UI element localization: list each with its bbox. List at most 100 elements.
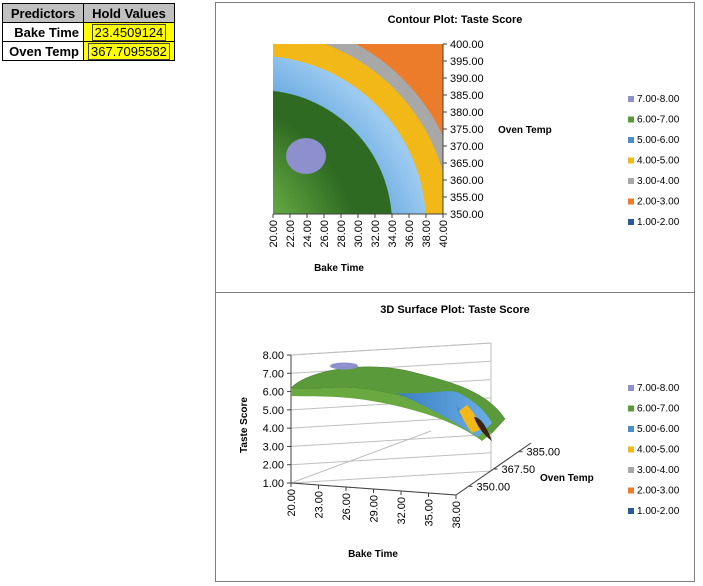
legend-entry-label: 7.00-8.00 xyxy=(637,383,680,394)
bake-time-hold-value[interactable]: 23.4509124 xyxy=(83,22,175,42)
surface-z-tick-label: 2.00 xyxy=(263,460,284,472)
bake-time-label: Bake Time xyxy=(2,22,84,42)
legend-swatch xyxy=(628,198,634,205)
surface-z-tick-label: 4.00 xyxy=(263,423,284,435)
surface-region-7-8 xyxy=(330,362,358,370)
legend-swatch xyxy=(628,508,634,514)
surface-x-axis-title: Bake Time xyxy=(348,549,398,560)
contour-y-tick-label: 380.00 xyxy=(450,107,484,119)
legend-swatch xyxy=(628,446,634,453)
hold-values-header: Hold Values xyxy=(83,3,175,23)
contour-x-tick-label: 40.00 xyxy=(438,220,450,248)
oven-temp-hold-value-text: 367.7095582 xyxy=(88,42,170,60)
contour-x-axis-title: Bake Time xyxy=(314,263,364,274)
legend-entry-label: 3.00-4.00 xyxy=(637,176,680,187)
legend-swatch xyxy=(628,157,634,164)
legend-entry-label: 2.00-3.00 xyxy=(637,197,680,208)
surface-z-tick-label: 6.00 xyxy=(263,387,284,399)
surface-x-tick-label: 32.00 xyxy=(396,497,408,525)
legend-swatch xyxy=(628,137,634,143)
surface-back-gridline xyxy=(290,433,492,447)
bake-time-hold-value-text: 23.4509124 xyxy=(91,23,167,41)
contour-y-tick-label: 395.00 xyxy=(450,56,484,68)
contour-y-tick-label: 400.00 xyxy=(450,39,484,51)
contour-chart: Contour Plot: Taste Score 20.00 22.00 24.0… xyxy=(268,14,680,274)
contour-x-tick-label: 36.00 xyxy=(404,220,416,248)
contour-y-tick-label: 390.00 xyxy=(450,73,484,85)
contour-y-tick-label: 360.00 xyxy=(450,175,484,187)
contour-x-tick-label: 24.00 xyxy=(302,220,314,248)
legend-swatch xyxy=(628,426,634,432)
legend-swatch xyxy=(628,96,634,102)
surface-z-axis-title: Taste Score xyxy=(239,397,250,453)
legend-entry-label: 7.00-8.00 xyxy=(637,94,680,105)
predictors-header: Predictors xyxy=(2,3,84,23)
surface-back-gridline xyxy=(290,360,492,374)
legend-swatch xyxy=(628,487,634,494)
legend-swatch xyxy=(628,178,634,184)
surface-x-tick-label: 20.00 xyxy=(286,489,298,517)
surface-chart-panel[interactable]: 3D Surface Plot: Taste Score 1.00 2.00 3.0… xyxy=(215,292,695,582)
table-row: Bake Time 23.4509124 xyxy=(2,22,175,42)
surface-y-tick-label: 367.50 xyxy=(502,464,536,476)
surface-title: 3D Surface Plot: Taste Score xyxy=(380,304,530,316)
contour-x-tick-label: 26.00 xyxy=(319,220,331,248)
legend-swatch xyxy=(628,219,634,225)
table-row: Oven Temp 367.7095582 xyxy=(2,41,175,61)
surface-x-tick-label: 35.00 xyxy=(424,499,436,527)
legend-entry-label: 5.00-6.00 xyxy=(637,135,680,146)
surface-back-gridline xyxy=(290,470,492,484)
surface-back-gridline xyxy=(290,452,492,466)
contour-y-tick-label: 355.00 xyxy=(450,192,484,204)
surface-chart: 3D Surface Plot: Taste Score 1.00 2.00 3.0… xyxy=(239,304,680,560)
surface-z-tick-label: 1.00 xyxy=(263,478,284,490)
oven-temp-label: Oven Temp xyxy=(2,41,84,61)
legend-entry-label: 3.00-4.00 xyxy=(637,465,680,476)
contour-bands xyxy=(273,44,443,214)
contour-y-tick-label: 370.00 xyxy=(450,141,484,153)
band-7-8 xyxy=(286,138,326,174)
surface-region-low xyxy=(474,417,492,441)
oven-temp-hold-value[interactable]: 367.7095582 xyxy=(83,41,175,61)
surface-walls: 1.00 2.00 3.00 4.00 5.00 6.00 7.00 8.00 20.00 23.… xyxy=(263,342,561,529)
contour-x-tick-label: 20.00 xyxy=(268,220,280,248)
legend-swatch xyxy=(628,116,634,123)
contour-axes: 20.00 22.00 24.00 26.00 28.00 30.00 32.00 34.00… xyxy=(268,39,484,248)
surface-y-tick-label: 385.00 xyxy=(527,447,561,459)
surface-z-tick-label: 5.00 xyxy=(263,405,284,417)
surface-x-tick-label: 29.00 xyxy=(369,495,381,523)
surface-y-axis-title: Oven Temp xyxy=(540,473,594,484)
contour-chart-panel[interactable]: Contour Plot: Taste Score 20.00 22.00 24.0… xyxy=(215,2,695,293)
surface-x-tick-label: 23.00 xyxy=(314,491,326,519)
band-6-7 xyxy=(273,90,392,214)
surface-z-tick-label: 7.00 xyxy=(263,368,284,380)
surface-x-tick-label: 38.00 xyxy=(451,501,463,529)
legend-entry-label: 1.00-2.00 xyxy=(637,506,680,517)
legend-entry-label: 4.00-5.00 xyxy=(637,445,680,456)
legend-entry-label: 6.00-7.00 xyxy=(637,115,680,126)
contour-x-tick-label: 32.00 xyxy=(370,220,382,248)
predictors-table: Predictors Hold Values Bake Time 23.4509… xyxy=(2,3,175,61)
contour-x-tick-label: 30.00 xyxy=(353,220,365,248)
contour-y-tick-label: 375.00 xyxy=(450,124,484,136)
legend-swatch xyxy=(628,385,634,391)
contour-title: Contour Plot: Taste Score xyxy=(388,14,523,26)
legend-entry-label: 4.00-5.00 xyxy=(637,156,680,167)
legend-entry-label: 5.00-6.00 xyxy=(637,424,680,435)
surface-shape xyxy=(290,362,506,441)
legend-swatch xyxy=(628,467,634,473)
legend-entry-label: 6.00-7.00 xyxy=(637,404,680,415)
contour-legend: 7.00-8.00 6.00-7.00 5.00-6.00 4.00-5.00 3.00… xyxy=(628,94,680,228)
surface-region-4-5 xyxy=(459,405,482,433)
surface-x-tick-label: 26.00 xyxy=(341,493,353,521)
surface-y-tick-label: 350.00 xyxy=(477,481,511,493)
contour-y-tick-label: 350.00 xyxy=(450,209,484,221)
surface-legend: 7.00-8.00 6.00-7.00 5.00-6.00 4.00-5.00 3.00… xyxy=(628,383,680,517)
surface-z-tick-label: 8.00 xyxy=(263,350,284,362)
contour-y-tick-label: 365.00 xyxy=(450,158,484,170)
contour-y-tick-label: 385.00 xyxy=(450,90,484,102)
predictors-table-header: Predictors Hold Values xyxy=(2,3,175,23)
contour-x-tick-label: 34.00 xyxy=(387,220,399,248)
contour-y-axis-title: Oven Temp xyxy=(498,125,552,136)
surface-z-tick-label: 3.00 xyxy=(263,441,284,453)
